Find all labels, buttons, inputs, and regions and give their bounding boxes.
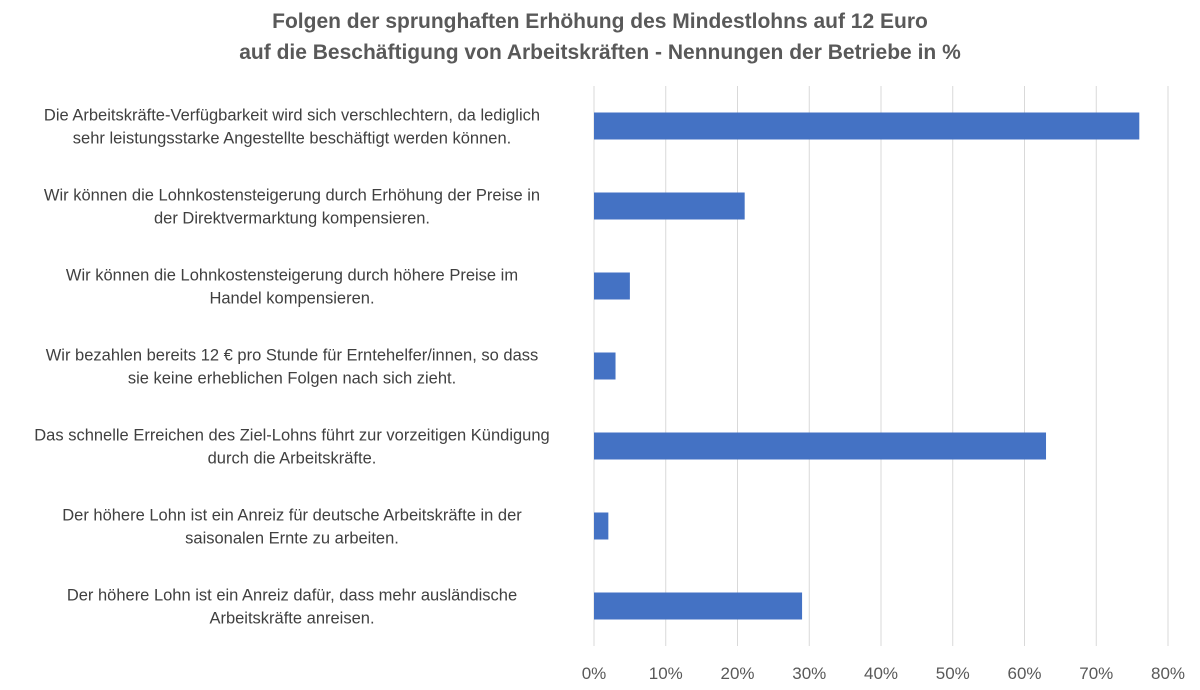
x-tick-label: 50% (936, 664, 970, 683)
bar (594, 272, 630, 300)
chart-title-line-2: auf die Beschäftigung von Arbeitskräften… (239, 41, 961, 64)
bars (594, 112, 1140, 620)
bar (594, 352, 616, 380)
category-label: Der höhere Lohn ist ein Anreiz dafür, da… (67, 587, 517, 628)
x-tick-label: 70% (1079, 664, 1113, 683)
x-tick-label: 60% (1007, 664, 1041, 683)
gridlines (593, 86, 1169, 646)
chart-title-line-1: Folgen der sprunghaften Erhöhung des Min… (272, 10, 928, 33)
chart-title: Folgen der sprunghaften Erhöhung des Min… (0, 6, 1200, 68)
x-axis-tick-labels: 0% 10% 20% 30% 40% 50% 60% 70% 80% (582, 664, 1185, 683)
bar (594, 192, 745, 220)
bar (594, 112, 1140, 140)
x-tick-label: 10% (649, 664, 683, 683)
category-label: Die Arbeitskräfte-Verfügbarkeit wird sic… (44, 107, 540, 148)
category-label: Wir bezahlen bereits 12 € pro Stunde für… (46, 347, 539, 388)
x-tick-label: 30% (792, 664, 826, 683)
category-labels: Die Arbeitskräfte-Verfügbarkeit wird sic… (34, 107, 549, 628)
bar (594, 592, 803, 620)
x-tick-label: 20% (720, 664, 754, 683)
category-label: Der höhere Lohn ist ein Anreiz für deuts… (62, 507, 522, 548)
category-label: Wir können die Lohnkostensteigerung durc… (44, 187, 540, 228)
bar (594, 512, 609, 540)
x-tick-label: 40% (864, 664, 898, 683)
x-tick-label: 0% (582, 664, 607, 683)
category-label: Das schnelle Erreichen des Ziel-Lohns fü… (34, 427, 549, 468)
x-tick-label: 80% (1151, 664, 1185, 683)
category-label: Wir können die Lohnkostensteigerung durc… (66, 267, 518, 308)
bar (594, 432, 1047, 460)
